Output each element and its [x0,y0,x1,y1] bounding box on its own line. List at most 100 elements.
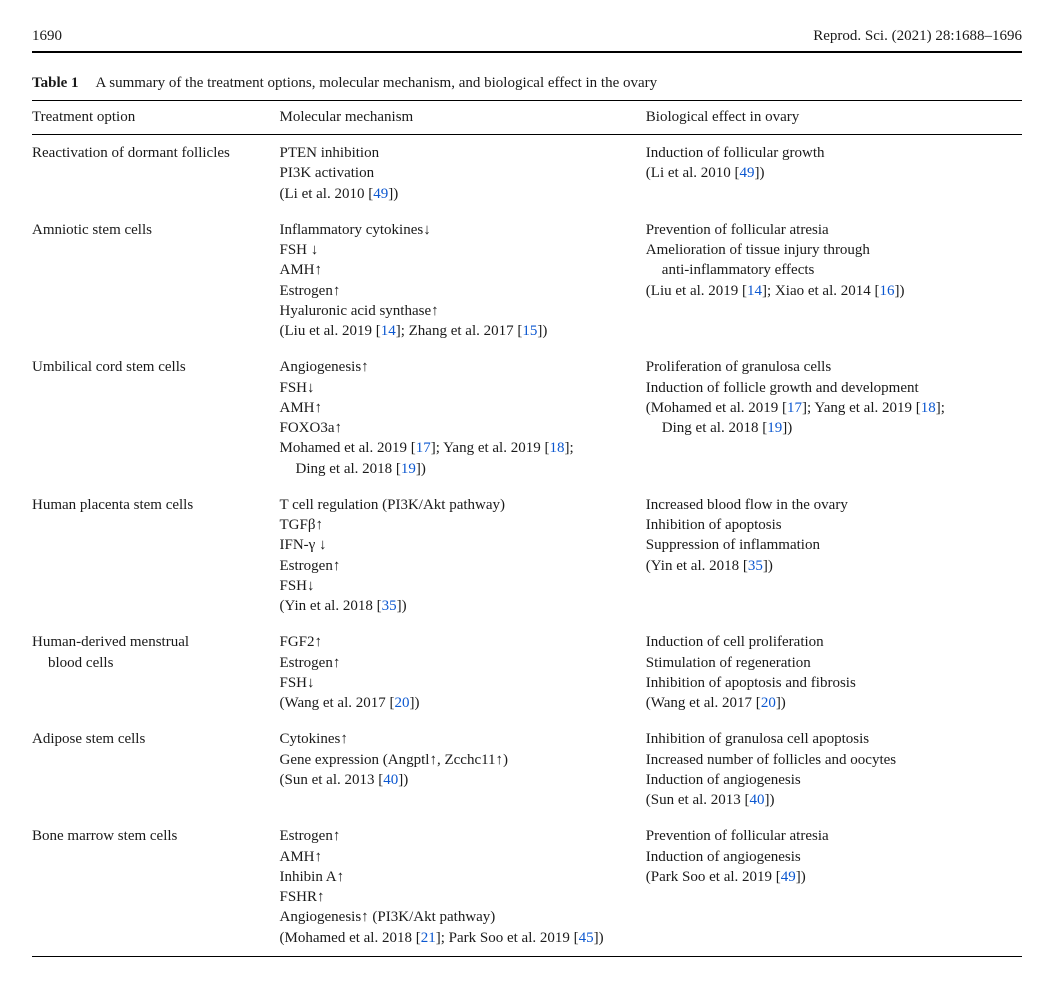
mechanism-line: Mohamed et al. 2019 [17]; Yang et al. 20… [280,438,634,458]
effect-line: Inhibition of granulosa cell apoptosis [646,729,1010,749]
table-row: Bone marrow stem cells Estrogen↑AMH↑Inhib… [32,818,1022,956]
mechanism-line: FSH↓ [280,576,634,596]
cell-treatment: Reactivation of dormant follicles [32,135,280,212]
citation-ref[interactable]: 35 [748,558,763,574]
cell-mechanism: PTEN inhibitionPI3K activation(Li et al.… [280,135,646,212]
effect-line: anti-inflammatory effects [646,260,1010,280]
effect-line: Inhibition of apoptosis [646,515,1010,535]
effect-line: Stimulation of regeneration [646,653,1010,673]
cell-effect: Inhibition of granulosa cell apoptosisIn… [646,721,1022,818]
effect-line: (Park Soo et al. 2019 [49]) [646,867,1010,887]
citation-ref[interactable]: 49 [740,165,755,181]
cell-effect: Induction of cell proliferationStimulati… [646,624,1022,721]
citation-ref[interactable]: 19 [401,461,416,477]
effect-line: Amelioration of tissue injury through [646,240,1010,260]
table-row: Human placenta stem cellsT cell regulati… [32,487,1022,625]
citation-ref[interactable]: 49 [781,869,796,885]
table-row: Umbilical cord stem cellsAngiogenesis↑FS… [32,349,1022,487]
table-caption: Table 1 A summary of the treatment optio… [32,75,1022,92]
mechanism-line: Estrogen↑ [280,556,634,576]
treatment-line: Umbilical cord stem cells [32,357,268,377]
citation-ref[interactable]: 19 [767,420,782,436]
col-header-mechanism: Molecular mechanism [280,101,646,135]
effect-line: (Wang et al. 2017 [20]) [646,693,1010,713]
table-header-row: Treatment option Molecular mechanism Bio… [32,101,1022,135]
effect-line: Increased number of follicles and oocyte… [646,750,1010,770]
citation-ref[interactable]: 40 [750,792,765,808]
effect-line: (Li et al. 2010 [49]) [646,163,1010,183]
col-header-treatment: Treatment option [32,101,280,135]
citation-ref[interactable]: 18 [921,400,936,416]
treatment-line: blood cells [32,653,268,673]
cell-effect: Proliferation of granulosa cellsInductio… [646,349,1022,487]
citation-ref[interactable]: 17 [416,440,431,456]
effect-line: Induction of follicle growth and develop… [646,378,1010,398]
cell-mechanism: T cell regulation (PI3K/Akt pathway)TGFβ… [280,487,646,625]
cell-mechanism: Cytokines↑Gene expression (Angptl↑, Zcch… [280,721,646,818]
treatment-line: Reactivation of dormant follicles [32,143,268,163]
col-header-effect: Biological effect in ovary [646,101,1022,135]
table-row: Reactivation of dormant follicles PTEN in… [32,135,1022,212]
mechanism-line: FOXO3a↑ [280,418,634,438]
treatment-line: Amniotic stem cells [32,220,268,240]
cell-effect: Increased blood flow in the ovaryInhibit… [646,487,1022,625]
cell-mechanism: Estrogen↑AMH↑Inhibin A↑FSHR↑Angiogenesis… [280,818,646,956]
effect-line: Suppression of inflammation [646,535,1010,555]
citation-ref[interactable]: 40 [383,772,398,788]
citation-ref[interactable]: 14 [381,323,396,339]
mechanism-line: (Li et al. 2010 [49]) [280,184,634,204]
mechanism-line: IFN-γ ↓ [280,535,634,555]
table-row: Adipose stem cells Cytokines↑Gene express… [32,721,1022,818]
mechanism-line: Hyaluronic acid synthase↑ [280,301,634,321]
citation-ref[interactable]: 14 [747,283,762,299]
cell-effect: Induction of follicular growth(Li et al.… [646,135,1022,212]
mechanism-line: Inhibin A↑ [280,867,634,887]
cell-treatment: Amniotic stem cells [32,212,280,350]
effect-line: Induction of cell proliferation [646,632,1010,652]
citation-ref[interactable]: 15 [522,323,537,339]
citation-ref[interactable]: 35 [382,598,397,614]
citation-ref[interactable]: 16 [880,283,895,299]
mechanism-line: FSH ↓ [280,240,634,260]
mechanism-line: Inflammatory cytokines↓ [280,220,634,240]
mechanism-line: AMH↑ [280,398,634,418]
citation-ref[interactable]: 49 [373,186,388,202]
treatment-line: Adipose stem cells [32,729,268,749]
mechanism-line: Estrogen↑ [280,281,634,301]
mechanism-line: Ding et al. 2018 [19]) [280,459,634,479]
effect-line: Ding et al. 2018 [19]) [646,418,1010,438]
citation-ref[interactable]: 18 [549,440,564,456]
effect-line: Induction of angiogenesis [646,770,1010,790]
table-caption-text: A summary of the treatment options, mole… [95,75,657,91]
mechanism-line: FSHR↑ [280,887,634,907]
mechanism-line: Angiogenesis↑ (PI3K/Akt pathway) [280,907,634,927]
mechanism-line: (Sun et al. 2013 [40]) [280,770,634,790]
citation-ref[interactable]: 21 [421,930,436,946]
citation-ref[interactable]: 20 [395,695,410,711]
cell-effect: Prevention of follicular atresiaInductio… [646,818,1022,956]
effect-line: Increased blood flow in the ovary [646,495,1010,515]
effect-line: (Liu et al. 2019 [14]; Xiao et al. 2014 … [646,281,1010,301]
table-row: Human-derived menstrualblood cellsFGF2↑E… [32,624,1022,721]
cell-treatment: Human-derived menstrualblood cells [32,624,280,721]
citation-ref[interactable]: 17 [787,400,802,416]
effect-line: Proliferation of granulosa cells [646,357,1010,377]
mechanism-line: (Liu et al. 2019 [14]; Zhang et al. 2017… [280,321,634,341]
citation-ref[interactable]: 45 [579,930,594,946]
mechanism-line: (Mohamed et al. 2018 [21]; Park Soo et a… [280,928,634,948]
treatment-line: Bone marrow stem cells [32,826,268,846]
effect-line: (Sun et al. 2013 [40]) [646,790,1010,810]
mechanism-line: Cytokines↑ [280,729,634,749]
mechanism-line: Angiogenesis↑ [280,357,634,377]
citation-ref[interactable]: 20 [761,695,776,711]
effect-line: Induction of follicular growth [646,143,1010,163]
cell-treatment: Bone marrow stem cells [32,818,280,956]
mechanism-line: Estrogen↑ [280,826,634,846]
effect-line: (Yin et al. 2018 [35]) [646,556,1010,576]
mechanism-line: AMH↑ [280,847,634,867]
mechanism-line: PI3K activation [280,163,634,183]
mechanism-line: Estrogen↑ [280,653,634,673]
page-header: 1690 Reprod. Sci. (2021) 28:1688–1696 [32,28,1022,53]
cell-mechanism: Inflammatory cytokines↓FSH ↓AMH↑Estrogen… [280,212,646,350]
page-number: 1690 [32,28,62,45]
